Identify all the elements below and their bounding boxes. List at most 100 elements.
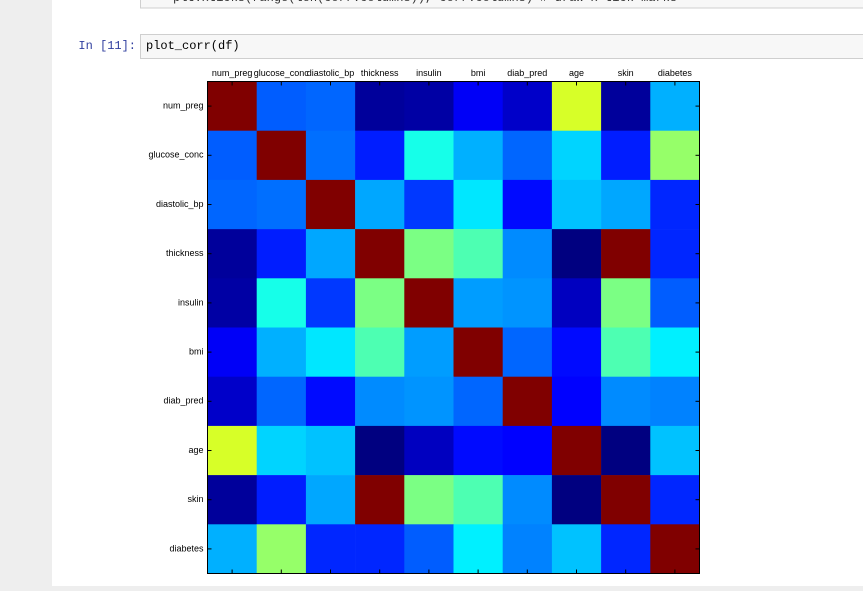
heat-cell <box>208 131 258 181</box>
heat-cell <box>355 82 405 132</box>
heat-cell <box>650 426 700 476</box>
y-tick-label: age <box>188 445 203 455</box>
heat-cell <box>650 328 700 378</box>
x-tick-label: age <box>569 68 584 78</box>
heat-cell <box>208 475 258 524</box>
heat-cell <box>552 82 602 132</box>
heat-cell <box>404 426 454 476</box>
heat-cell <box>503 377 553 427</box>
heat-cell <box>257 82 307 132</box>
heat-cell <box>601 426 651 476</box>
heat-cell <box>306 328 356 378</box>
heat-cell <box>454 524 504 574</box>
y-tick-label: num_preg <box>163 100 204 110</box>
heat-cell <box>503 82 553 132</box>
heat-cell <box>404 82 454 132</box>
previous-code: plt.xticks(range(len(corr.columns)), cor… <box>173 0 677 5</box>
x-tick-label: diab_pred <box>507 68 547 78</box>
heat-cell <box>208 524 258 574</box>
x-tick-label: glucose_conc <box>254 68 310 78</box>
heat-cell <box>257 524 307 574</box>
heat-cell <box>355 426 405 476</box>
y-tick-label: bmi <box>189 346 204 356</box>
heat-cell <box>650 377 700 427</box>
x-tick-label: diabetes <box>658 68 693 78</box>
heat-cell <box>601 328 651 378</box>
heat-cell <box>257 377 307 427</box>
heat-cell <box>404 475 454 524</box>
heat-cell <box>503 131 553 181</box>
heat-cell <box>454 377 504 427</box>
heat-cell <box>306 524 356 574</box>
heat-cell <box>454 229 504 279</box>
code: plot_corr(df) <box>146 39 240 53</box>
heat-cell <box>601 82 651 132</box>
heat-cell <box>552 475 602 524</box>
x-tick-label: num_preg <box>212 68 253 78</box>
heat-cell <box>306 131 356 181</box>
heat-cell <box>454 131 504 181</box>
heat-cell <box>208 328 258 378</box>
heat-cell <box>257 278 307 328</box>
heat-cell <box>257 229 307 279</box>
heat-cell <box>503 328 553 378</box>
heat-cell <box>601 131 651 181</box>
heat-cell <box>601 377 651 427</box>
x-tick-label: thickness <box>361 68 399 78</box>
heatmap: num_pregnum_pregglucose_concglucose_conc… <box>148 68 699 574</box>
input-prompt: In [11]: <box>78 39 136 53</box>
heat-cell <box>355 475 405 524</box>
heat-cell <box>650 475 700 524</box>
heat-cell <box>650 82 700 132</box>
y-tick-label: diab_pred <box>163 396 203 406</box>
heat-cell <box>306 82 356 132</box>
y-tick-label: thickness <box>166 248 204 258</box>
heat-cell <box>208 180 258 230</box>
heat-cell <box>355 180 405 230</box>
x-tick-label: insulin <box>416 68 442 78</box>
heat-cell <box>552 278 602 328</box>
heat-cell <box>257 328 307 378</box>
heat-cell <box>306 426 356 476</box>
heat-cell <box>257 131 307 181</box>
heat-cell <box>454 475 504 524</box>
heat-cell <box>454 278 504 328</box>
heat-cell <box>552 180 602 230</box>
heat-cell <box>454 426 504 476</box>
heat-cell <box>404 180 454 230</box>
heat-cell <box>257 475 307 524</box>
heat-cell <box>404 278 454 328</box>
heat-cell <box>208 377 258 427</box>
code-cell[interactable] <box>141 35 863 59</box>
y-tick-label: insulin <box>178 297 204 307</box>
heat-cell <box>601 524 651 574</box>
heat-cell <box>355 328 405 378</box>
heat-cell <box>650 131 700 181</box>
heat-cell <box>503 229 553 279</box>
heat-cell <box>355 278 405 328</box>
heat-cell <box>404 131 454 181</box>
y-tick-label: diastolic_bp <box>156 199 204 209</box>
heat-cell <box>208 278 258 328</box>
heat-cell <box>306 377 356 427</box>
heat-cell <box>404 524 454 574</box>
x-tick-label: diastolic_bp <box>307 68 355 78</box>
heat-cell <box>650 278 700 328</box>
x-tick-label: bmi <box>471 68 486 78</box>
heat-cell <box>257 180 307 230</box>
heat-cell <box>208 426 258 476</box>
heat-cell <box>355 131 405 181</box>
heat-cell <box>552 524 602 574</box>
heat-cell <box>257 426 307 476</box>
x-tick-label: skin <box>618 68 634 78</box>
heat-cell <box>306 229 356 279</box>
heat-cell <box>601 229 651 279</box>
heat-cell <box>404 328 454 378</box>
heat-cell <box>404 229 454 279</box>
heat-cell <box>306 475 356 524</box>
heat-cell <box>306 180 356 230</box>
heat-cell <box>552 131 602 181</box>
heat-cell <box>552 229 602 279</box>
y-tick-label: skin <box>187 494 203 504</box>
